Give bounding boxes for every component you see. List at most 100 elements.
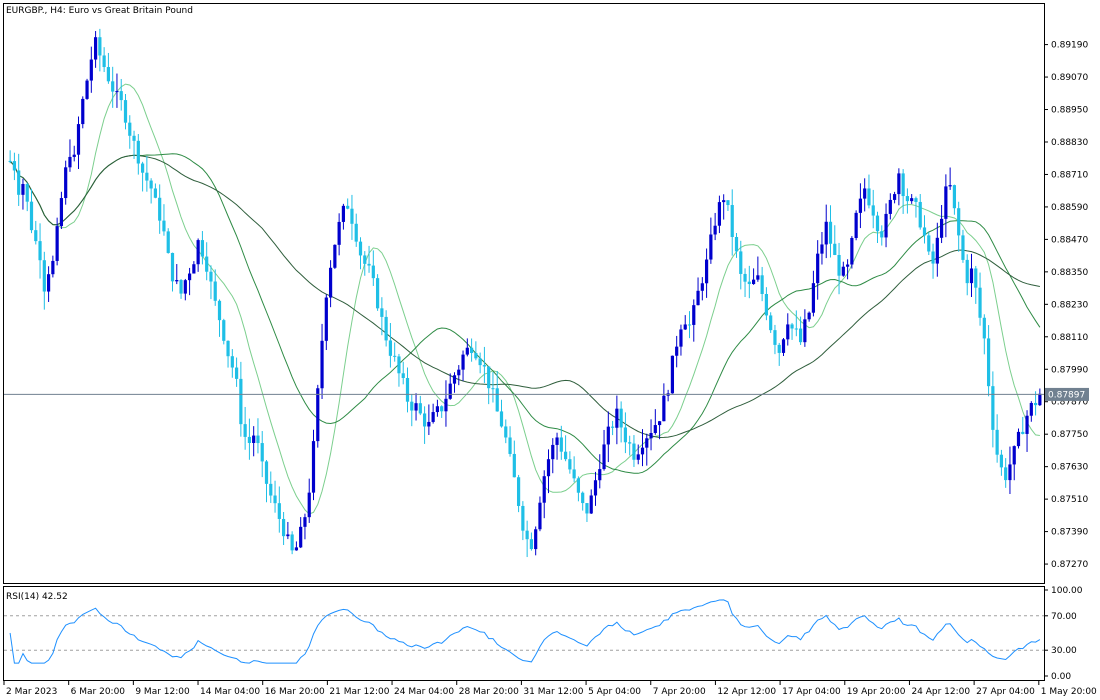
candle[interactable] — [794, 310, 798, 337]
candle[interactable] — [756, 256, 760, 282]
candle[interactable] — [217, 299, 222, 337]
candle[interactable] — [974, 265, 978, 304]
candle[interactable] — [952, 184, 957, 215]
candle[interactable] — [807, 311, 811, 322]
candle[interactable] — [119, 78, 123, 111]
candle[interactable] — [1021, 416, 1025, 435]
candle[interactable] — [465, 338, 469, 357]
candle[interactable] — [986, 325, 991, 397]
candle[interactable] — [170, 252, 175, 292]
candle[interactable] — [927, 232, 931, 256]
candle[interactable] — [482, 346, 487, 384]
candle[interactable] — [1004, 458, 1008, 488]
candle[interactable] — [931, 243, 935, 279]
candle[interactable] — [598, 454, 602, 489]
candle[interactable] — [914, 196, 918, 218]
candle[interactable] — [324, 294, 328, 351]
candle[interactable] — [350, 194, 354, 240]
candle[interactable] — [89, 46, 93, 93]
candle[interactable] — [734, 233, 739, 258]
candle[interactable] — [790, 322, 794, 340]
candle[interactable] — [991, 371, 995, 448]
candle[interactable] — [76, 116, 81, 170]
candle[interactable] — [294, 541, 299, 551]
candle[interactable] — [196, 238, 200, 272]
candle[interactable] — [452, 372, 457, 393]
candle[interactable] — [871, 189, 875, 229]
candle[interactable] — [414, 393, 418, 421]
candle[interactable] — [499, 399, 504, 428]
candle[interactable] — [910, 194, 914, 204]
candle[interactable] — [747, 265, 751, 299]
candle[interactable] — [982, 314, 986, 355]
candle[interactable] — [888, 193, 892, 220]
candle[interactable] — [93, 31, 98, 68]
candle[interactable] — [128, 115, 132, 149]
candle[interactable] — [961, 229, 965, 263]
candle[interactable] — [803, 309, 807, 347]
candle[interactable] — [722, 194, 726, 220]
candle[interactable] — [8, 150, 12, 164]
candle[interactable] — [25, 182, 29, 212]
candle[interactable] — [504, 419, 508, 444]
candle[interactable] — [17, 153, 21, 206]
candle[interactable] — [730, 189, 734, 256]
candle[interactable] — [491, 372, 495, 403]
candle[interactable] — [64, 160, 68, 205]
candle[interactable] — [145, 156, 149, 192]
candlesticks[interactable] — [8, 28, 1042, 558]
candle[interactable] — [820, 231, 824, 265]
candle[interactable] — [546, 449, 551, 494]
candle[interactable] — [760, 266, 764, 302]
candle[interactable] — [140, 161, 145, 192]
candle[interactable] — [273, 480, 277, 513]
candle[interactable] — [410, 394, 414, 427]
candle[interactable] — [726, 200, 730, 212]
candle[interactable] — [585, 503, 589, 522]
candle[interactable] — [640, 429, 645, 467]
candle[interactable] — [192, 261, 196, 274]
candle[interactable] — [380, 297, 384, 336]
candle[interactable] — [316, 384, 320, 448]
candle[interactable] — [38, 223, 42, 279]
candle[interactable] — [709, 217, 713, 264]
candle[interactable] — [448, 373, 452, 400]
candle[interactable] — [828, 205, 833, 258]
candle[interactable] — [205, 242, 209, 281]
candle[interactable] — [781, 337, 786, 356]
rsi-pane[interactable] — [3, 586, 1045, 681]
candle[interactable] — [320, 323, 324, 400]
candle[interactable] — [769, 312, 773, 333]
candle[interactable] — [700, 277, 704, 301]
candle[interactable] — [29, 188, 34, 234]
candle[interactable] — [346, 198, 350, 210]
candle[interactable] — [529, 532, 534, 551]
candle[interactable] — [534, 526, 538, 556]
candle[interactable] — [593, 471, 598, 506]
candle[interactable] — [773, 324, 777, 355]
candle[interactable] — [645, 433, 649, 466]
candle[interactable] — [704, 248, 709, 298]
candle[interactable] — [717, 195, 722, 234]
candle[interactable] — [1029, 401, 1033, 422]
candle[interactable] — [307, 478, 311, 523]
candle[interactable] — [277, 486, 281, 533]
candle[interactable] — [1016, 428, 1021, 449]
candle[interactable] — [850, 236, 854, 269]
candle[interactable] — [901, 169, 905, 214]
candle[interactable] — [397, 353, 401, 387]
candle[interactable] — [179, 279, 183, 299]
candle[interactable] — [431, 403, 435, 424]
candle[interactable] — [739, 240, 743, 290]
candle[interactable] — [200, 231, 205, 265]
candle[interactable] — [226, 340, 230, 368]
candle[interactable] — [102, 47, 106, 73]
candle[interactable] — [162, 204, 166, 236]
candle[interactable] — [405, 367, 410, 413]
candle[interactable] — [256, 418, 260, 454]
candle[interactable] — [106, 52, 111, 84]
candle[interactable] — [303, 513, 307, 540]
candle[interactable] — [589, 489, 593, 515]
candle[interactable] — [401, 361, 405, 385]
